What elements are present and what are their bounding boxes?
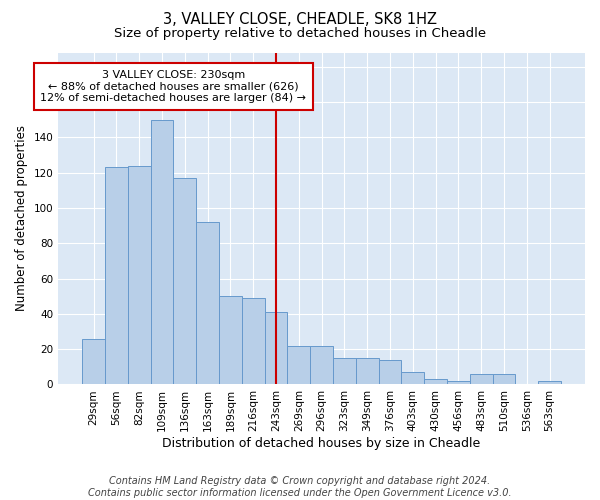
Bar [173,178,196,384]
Bar [424,379,447,384]
Bar [356,358,379,384]
Text: 3 VALLEY CLOSE: 230sqm
← 88% of detached houses are smaller (626)
12% of semi-de: 3 VALLEY CLOSE: 230sqm ← 88% of detached… [40,70,307,103]
Bar [105,168,128,384]
Text: Size of property relative to detached houses in Cheadle: Size of property relative to detached ho… [114,28,486,40]
Bar [333,358,356,384]
Bar [219,296,242,384]
Bar [196,222,219,384]
Bar [447,381,470,384]
X-axis label: Distribution of detached houses by size in Cheadle: Distribution of detached houses by size … [163,437,481,450]
Bar [82,338,105,384]
Bar [493,374,515,384]
Bar [310,346,333,385]
Bar [151,120,173,384]
Bar [470,374,493,384]
Bar [242,298,265,384]
Text: Contains HM Land Registry data © Crown copyright and database right 2024.
Contai: Contains HM Land Registry data © Crown c… [88,476,512,498]
Y-axis label: Number of detached properties: Number of detached properties [15,126,28,312]
Bar [128,166,151,384]
Bar [401,372,424,384]
Bar [379,360,401,384]
Bar [265,312,287,384]
Bar [287,346,310,385]
Bar [538,381,561,384]
Text: 3, VALLEY CLOSE, CHEADLE, SK8 1HZ: 3, VALLEY CLOSE, CHEADLE, SK8 1HZ [163,12,437,28]
